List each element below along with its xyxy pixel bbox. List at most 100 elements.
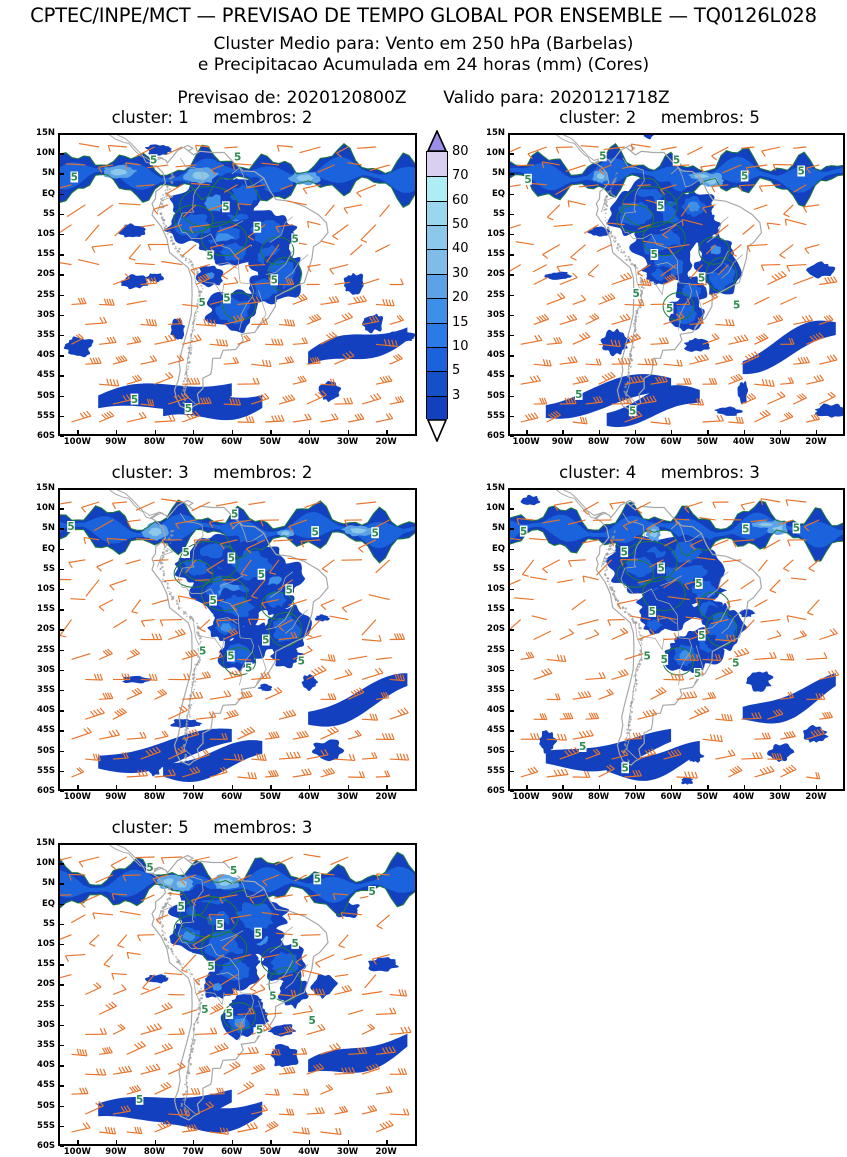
x-axis-tick [270,785,272,789]
y-axis-tick [60,395,64,397]
y-axis-tick-label: 5N [41,523,55,534]
y-axis-tick [60,335,64,337]
x-axis-tick-label: 50W [696,437,718,447]
x-axis-tick-label: 70W [182,437,204,447]
svg-text:5: 5 [741,171,748,183]
svg-text:5: 5 [599,151,606,163]
forecast-times: Previsao de: 2020120800Z Valido para: 20… [0,88,847,108]
y-axis-tick [60,690,64,692]
x-axis-tick-label: 60W [221,437,243,447]
svg-text:5: 5 [230,865,237,877]
y-axis-tick-label: 60S [487,786,505,796]
cluster-number: 5 [178,818,189,837]
svg-text:5: 5 [269,991,276,1003]
x-axis-tick-label: 70W [182,792,204,802]
y-axis-tick [510,750,514,752]
membros-count: 3 [749,463,760,482]
x-axis-tick-label: 20W [375,437,397,447]
svg-text:5: 5 [632,288,639,300]
x-axis-tick [779,430,782,434]
map-plot-5[interactable]: 5 5 5 5 5 5 5 5 5 5 5 5 5 5 5 [58,843,417,1146]
x-axis-tick [743,785,745,789]
colorbar-top-arrow-icon [426,130,448,152]
y-axis-tick [510,508,514,510]
y-axis-tick-label: 10S [37,584,55,594]
y-axis-tick-label: 60S [487,431,505,441]
svg-text:5: 5 [136,1094,143,1106]
svg-text:5: 5 [698,272,705,284]
svg-text:5: 5 [622,762,629,774]
map-plot-2[interactable]: 5 5 5 5 5 5 5 5 5 5 5 5 5 [508,133,845,436]
y-axis-tick-label: 30S [37,309,55,320]
y-axis-tick [60,710,64,712]
y-axis-tick-label: 5N [41,168,55,179]
x-axis-tick-label: 80W [143,437,166,447]
y-axis-tick-label: 20S [37,624,55,635]
svg-text:5: 5 [245,663,252,675]
y-axis-tick-label: 30S [37,1019,55,1030]
y-axis-tick-label: 30S [37,664,55,675]
x-axis-tick [115,430,118,434]
y-axis-tick-label: 10N [36,503,55,514]
x-axis-tick-label: 80W [143,792,166,802]
x-axis-tick-label: 40W [298,792,320,802]
y-axis-tick [510,395,514,397]
y-axis-tick-label: 40S [37,705,55,716]
y-axis-tick-label: 55S [487,410,505,421]
y-axis-tick [510,234,514,236]
y-axis-tick [60,843,64,845]
y-axis-tick-label: 40S [37,1060,55,1071]
svg-text:5: 5 [292,234,299,246]
y-axis-tick [510,649,514,651]
colorbar-bottom-arrow-icon [426,419,448,442]
y-axis-tick [510,314,514,317]
y-axis-tick-label: 5N [491,168,505,179]
svg-text:5: 5 [222,202,229,214]
colorbar-tick-label: 3 [452,387,461,403]
svg-text:5: 5 [695,578,702,590]
map-plot-1[interactable]: 5 5 5 5 5 5 5 5 5 5 5 5 [58,133,417,436]
colorbar-band [427,176,447,201]
x-axis-tick-label: 40W [732,792,755,802]
x-axis-tick-label: 80W [587,437,610,447]
cluster-number: 2 [625,108,637,127]
x-axis-tick [154,785,156,789]
y-axis-tick-label: 25S [487,289,505,300]
svg-text:5: 5 [146,862,153,874]
svg-text:5: 5 [575,389,582,401]
x-axis-tick [598,785,600,789]
cluster-label: cluster: [559,463,621,482]
colorbar-tick-label: 80 [452,144,469,159]
colorbar-tick-label: 70 [452,168,469,184]
x-axis-tick-label: 30W [336,1147,359,1157]
svg-text:5: 5 [666,303,673,315]
y-axis-tick-label: 5S [42,563,55,574]
x-axis-tick-label: 40W [298,437,320,447]
svg-text:5: 5 [227,651,234,663]
colorbar-tick-label: 40 [452,241,469,257]
svg-text:5: 5 [657,563,664,575]
colorbar-band [427,395,447,420]
y-axis-tick-label: 5S [42,208,55,219]
colorbar-band [427,322,447,347]
y-axis-tick [60,609,64,611]
x-axis-tick [743,430,745,434]
y-axis-tick-label: 35S [37,1040,55,1050]
svg-text:5: 5 [231,509,238,521]
y-axis-tick [60,133,64,135]
x-axis-tick-label: 20W [805,437,827,447]
y-axis-tick-label: 60S [37,786,55,796]
x-axis-tick-label: 80W [587,792,610,802]
x-axis-tick [386,430,388,434]
x-axis-tick [193,430,195,434]
y-axis-tick-label: 10N [486,148,505,159]
x-axis-tick [671,785,673,789]
svg-text:5: 5 [798,166,805,178]
svg-text:5: 5 [258,569,265,581]
svg-text:5: 5 [131,394,138,406]
